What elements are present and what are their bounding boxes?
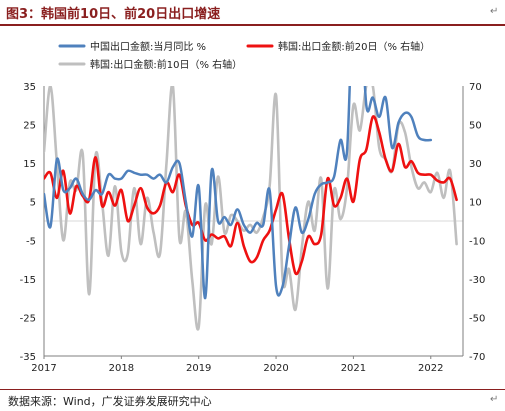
figure-title: 图3：韩国前10日、前20日出口增速	[6, 7, 221, 22]
source-note: 数据来源：Wind，广发证券发展研究中心	[8, 395, 212, 408]
x-tick-label: 2020	[263, 363, 288, 374]
left-tick-label: -35	[20, 352, 36, 363]
china-export-yoy-line	[44, 86, 433, 300]
left-tick-label: -5	[26, 236, 36, 247]
right-tick-label: -70	[469, 352, 485, 363]
footer-rule	[0, 389, 505, 390]
korea-export-20d-line	[44, 115, 458, 276]
legend-korea-export-10d-label: 韩国:出口金额:前10日（% 右轴）	[90, 58, 242, 71]
right-tick-label: 50	[469, 121, 482, 132]
return-glyph: ↵	[490, 6, 499, 17]
return-glyph-footer: ↵	[490, 394, 499, 405]
left-tick-label: -25	[20, 313, 36, 324]
right-tick-label: 30	[469, 159, 482, 170]
right-tick-label: -10	[469, 236, 485, 247]
x-tick-label: 2018	[109, 363, 134, 374]
left-tick-label: 15	[23, 159, 36, 170]
legend-china-export-yoy-label: 中国出口金额:当月同比 %	[90, 40, 206, 53]
left-tick-label: 25	[23, 121, 36, 132]
x-tick-label: 2017	[31, 363, 56, 374]
title-rule	[0, 24, 505, 26]
x-tick-label: 2021	[341, 363, 366, 374]
right-tick-label: 10	[469, 198, 482, 209]
right-tick-label: 70	[469, 82, 482, 93]
legend-korea-export-20d-label: 韩国:出口金额:前20日（% 右轴）	[278, 40, 430, 53]
x-tick-label: 2019	[186, 363, 211, 374]
left-tick-label: 5	[30, 198, 36, 209]
right-tick-label: -30	[469, 275, 485, 286]
left-tick-label: 35	[23, 82, 36, 93]
korea-export-10d-line	[44, 86, 458, 331]
right-tick-label: -50	[469, 313, 485, 324]
x-tick-label: 2022	[418, 363, 443, 374]
left-tick-label: -15	[20, 275, 36, 286]
figure-title-bar: 图3：韩国前10日、前20日出口增速 ↵	[0, 0, 505, 24]
